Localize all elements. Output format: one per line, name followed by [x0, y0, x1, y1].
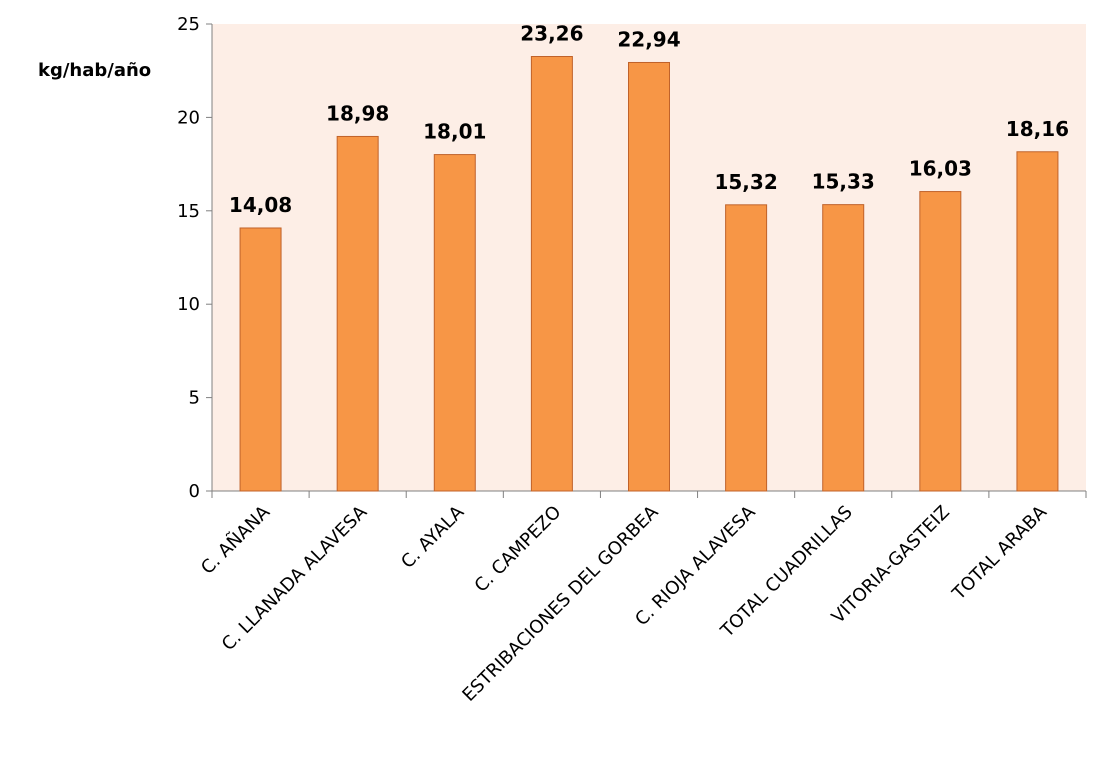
data-label: 15,32 [714, 170, 777, 194]
category-label: C. AÑANA [196, 500, 274, 578]
y-tick-label: 25 [177, 14, 200, 35]
data-label: 23,26 [520, 22, 583, 46]
bar [336, 135, 379, 492]
y-axis: 0 5 10 15 20 25 [177, 14, 213, 502]
data-label: 18,98 [326, 101, 389, 125]
y-tick-label: 15 [177, 201, 200, 222]
data-label: 22,94 [617, 27, 680, 51]
y-axis-title: kg/hab/año [38, 60, 151, 81]
bar [919, 191, 962, 492]
bar [433, 154, 476, 492]
x-axis [211, 490, 1087, 498]
category-label: C. CAMPEZO [471, 502, 566, 597]
data-label: 18,16 [1006, 117, 1069, 141]
category-label: TOTAL ARABA [948, 501, 1052, 605]
y-tick-label: 10 [177, 294, 200, 315]
bar [628, 61, 670, 492]
y-tick-label: 0 [189, 481, 200, 502]
bar [530, 56, 573, 492]
category-label: ESTRIBACIONES DEL GORBEA [458, 501, 663, 706]
bar [822, 204, 865, 492]
data-label: 18,01 [423, 120, 486, 144]
bar [725, 204, 768, 492]
data-label: 15,33 [812, 170, 875, 194]
data-label: 16,03 [909, 157, 972, 181]
bars-group [239, 56, 1059, 492]
bar [1016, 151, 1059, 492]
y-tick-label: 5 [189, 388, 200, 409]
bar [239, 227, 282, 492]
y-tick-label: 20 [177, 107, 200, 128]
category-label: C. AYALA [397, 501, 469, 573]
data-label: 14,08 [229, 193, 292, 217]
value-labels-group: 14,08 18,98 18,01 23,26 22,94 15,32 15,33 16,03… [229, 22, 1069, 217]
